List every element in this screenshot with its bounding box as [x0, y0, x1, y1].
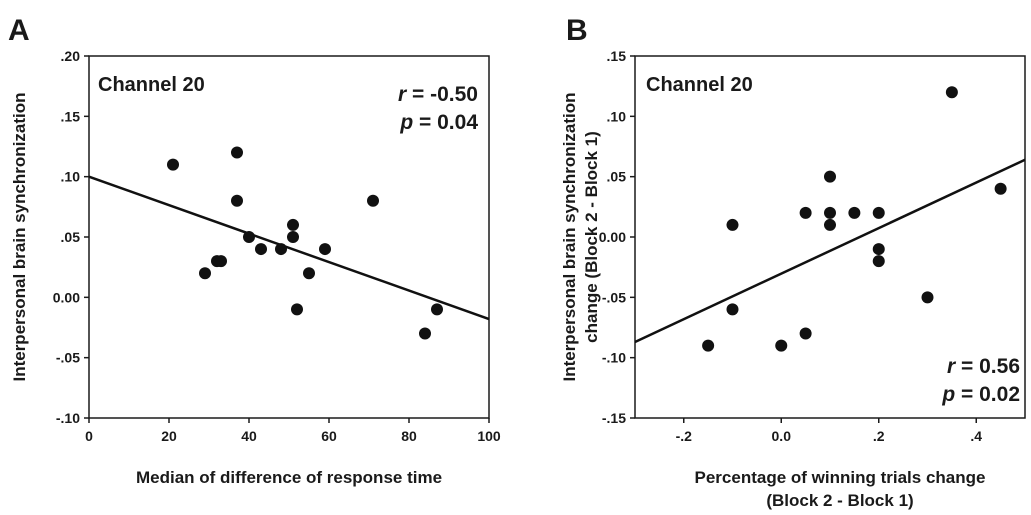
panel-b-r-symbol: r	[947, 355, 957, 378]
panel-a-data-point	[199, 267, 211, 280]
panel-b-points	[702, 86, 1007, 352]
panel-b-data-point	[824, 170, 836, 183]
panel-a-data-point	[167, 158, 179, 171]
panel-b-data-point	[872, 255, 885, 268]
panel-a-y-tick-label: .15	[61, 108, 81, 124]
panel-a-y-tick-label: .20	[61, 48, 81, 64]
panel-b-p-stat: p = 0.02	[941, 383, 1020, 406]
panel-b-y-tick-label: -.10	[602, 350, 626, 366]
panel-b-y-tick-label: .05	[607, 169, 627, 185]
panel-b-x-tick-label: .2	[873, 428, 885, 444]
panel-b-y-tick-label: -.05	[602, 289, 626, 305]
panel-b-data-point	[799, 327, 812, 340]
panel-b-r-stat: r = 0.56	[947, 355, 1020, 378]
panel-a-x-tick-label: 20	[161, 428, 177, 444]
panel-a-data-point	[255, 243, 267, 256]
panel-a-data-point	[231, 146, 243, 159]
panel-a-data-point	[431, 303, 443, 316]
panel-b-data-point	[945, 86, 958, 99]
panel-a-x-tick-label: 40	[241, 428, 257, 444]
panel-b-x-axis: -.2 0.0 .2 .4	[676, 418, 982, 444]
panel-b-regression-line	[634, 158, 1026, 344]
panel-a-y-tick-label: .10	[61, 169, 81, 185]
panel-b-y-tick-label: 0.00	[599, 229, 626, 245]
panel-a-x-tick-label: 0	[85, 428, 93, 444]
panel-a-y-axis: -.10 -.05 0.00 .05 .10 .15 .20	[53, 48, 89, 426]
panel-b-y-axis-title-line2: change (Block 2 - Block 1)	[582, 131, 601, 343]
panel-b: B -.15 -.10 -.05 0.00 .05 .10 .15 -.2 0.0 .2 .4 C…	[560, 14, 1026, 510]
panel-a-regression-line	[88, 175, 490, 321]
panel-a-r-stat: r = -0.50	[398, 83, 478, 106]
panel-a-data-point	[319, 243, 331, 256]
panel-a-r-value: = -0.50	[406, 83, 478, 106]
panel-b-data-point	[702, 339, 715, 352]
panel-b-data-point	[824, 218, 836, 231]
panel-b-data-point	[799, 206, 812, 219]
panel-a-channel-label: Channel 20	[98, 74, 205, 96]
panel-a-data-point	[291, 303, 303, 316]
panel-b-p-value: = 0.02	[955, 383, 1020, 406]
panel-b-x-axis-title-line2: (Block 2 - Block 1)	[766, 491, 913, 510]
panel-a-data-point	[243, 231, 255, 243]
panel-a-x-axis-title: Median of difference of response time	[136, 468, 442, 487]
panel-a-y-tick-label: -.10	[56, 410, 80, 426]
panel-b-x-tick-label: .4	[970, 428, 982, 444]
panel-b-y-tick-label: .15	[607, 48, 627, 64]
panel-b-letter: B	[566, 14, 588, 47]
panel-a-x-tick-label: 100	[477, 428, 501, 444]
panel-b-p-symbol: p	[941, 383, 955, 406]
panel-a-data-point	[231, 194, 243, 207]
panel-a-p-value: = 0.04	[413, 111, 478, 134]
panel-a: A -.10-.050.00.05.10.15.20 0 20 40 60 80 100 …	[8, 14, 501, 487]
panel-a-x-tick-label: 80	[401, 428, 417, 444]
panel-b-data-point	[726, 303, 739, 316]
panel-b-data-point	[872, 206, 885, 219]
panel-b-data-point	[994, 182, 1007, 195]
panel-a-data-point	[303, 267, 315, 280]
panel-b-data-point	[775, 339, 788, 352]
panel-b-r-value: = 0.56	[955, 355, 1020, 378]
panel-b-x-axis-title-line1: Percentage of winning trials change	[695, 468, 986, 487]
panel-b-data-point	[848, 206, 861, 219]
panel-a-y-tick-label: -.05	[56, 350, 80, 366]
panel-a-data-point	[287, 231, 299, 243]
panel-a-data-point	[367, 194, 379, 207]
panel-a-letter: A	[8, 14, 30, 47]
panel-b-y-tick-label: -.15	[602, 410, 626, 426]
panel-a-x-axis: 0 20 40 60 80 100	[85, 418, 501, 444]
panel-a-y-tick-label: .05	[61, 229, 81, 245]
panel-a-p-stat: p = 0.04	[399, 111, 478, 134]
panel-b-data-point	[921, 291, 934, 304]
panel-a-data-point	[287, 218, 299, 231]
panel-b-data-point	[872, 243, 885, 256]
panel-a-data-point	[215, 255, 227, 268]
panel-a-x-tick-label: 60	[321, 428, 337, 444]
panel-a-y-tick-label: 0.00	[53, 289, 80, 305]
panel-b-y-tick-label: .10	[607, 108, 627, 124]
panel-a-p-symbol: p	[399, 111, 413, 134]
panel-b-y-axis: -.15 -.10 -.05 0.00 .05 .10 .15	[599, 48, 635, 426]
panel-b-x-tick-label: -.2	[676, 428, 693, 444]
panel-a-data-point	[275, 243, 287, 256]
panel-b-y-axis-title-line1: Interpersonal brain synchronization	[560, 92, 579, 381]
panel-a-r-symbol: r	[398, 83, 408, 106]
panel-b-x-tick-label: 0.0	[772, 428, 792, 444]
panel-b-data-point	[726, 218, 739, 231]
panel-a-data-point	[419, 327, 431, 340]
panel-a-y-axis-title: Interpersonal brain synchronization	[10, 92, 29, 381]
panel-a-points	[167, 146, 443, 340]
panel-b-data-point	[824, 206, 836, 219]
panel-b-channel-label: Channel 20	[646, 74, 753, 96]
